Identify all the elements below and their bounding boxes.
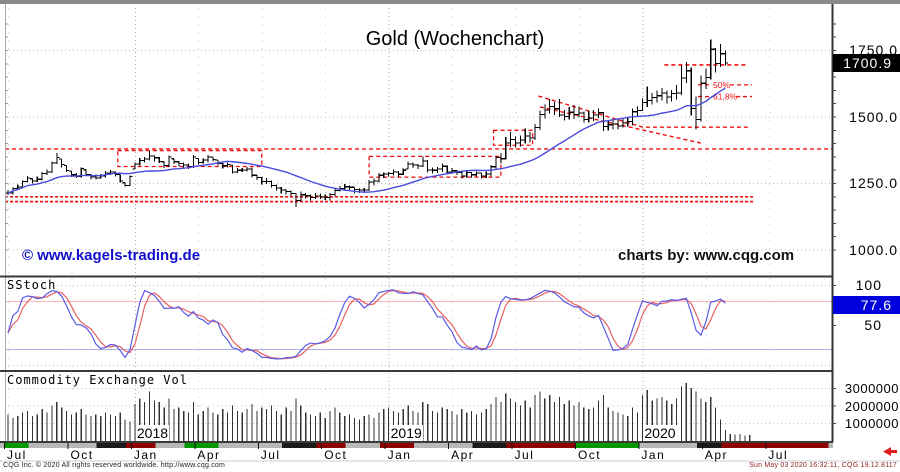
month-label: Jul xyxy=(260,448,281,462)
month-label: Jul xyxy=(514,448,535,462)
month-label: Oct xyxy=(324,448,348,462)
last-price-badge: 1700.9 xyxy=(833,53,900,72)
fib-label: 61,8% xyxy=(713,92,738,102)
watermark-link: © www.kagels-trading.de xyxy=(22,247,201,264)
window-top-bar xyxy=(0,0,900,4)
price-tick-label: 1000.0 xyxy=(849,241,898,258)
price-tick-label: 1500.0 xyxy=(849,108,898,125)
stoch-tick-label: 100 xyxy=(855,277,882,293)
scroll-left-arrow-icon[interactable] xyxy=(883,447,898,457)
volume-tick-label: 3000000 xyxy=(844,381,899,396)
price-tick-label: 1750.0 xyxy=(849,42,898,58)
stoch-tick-label: 50 xyxy=(864,317,882,333)
status-bar-timestamp: Sun May 03 2020 16:32:11, CQG 19.12.8117 xyxy=(749,462,897,469)
fib-label: 50% xyxy=(713,80,730,90)
month-label: Jan xyxy=(641,448,666,462)
month-label: Jul xyxy=(768,448,789,462)
last-stoch-badge: 77.6 xyxy=(833,295,900,314)
volume-panel-label: Commodity Exchange Vol xyxy=(7,373,188,387)
volume-tick-label: 1000000 xyxy=(844,416,899,431)
year-label: 2018 xyxy=(135,425,170,441)
price-tick-label: 1250.0 xyxy=(849,175,898,191)
month-label: Jan xyxy=(387,448,412,462)
month-label: Jul xyxy=(7,448,27,462)
year-label: 2020 xyxy=(643,425,677,441)
chart-title: Gold (Wochenchart) xyxy=(365,28,545,50)
stoch-panel-label: SStoch xyxy=(7,278,57,292)
year-label: 2019 xyxy=(389,425,423,441)
month-label: Jan xyxy=(133,448,158,462)
month-label: Apr xyxy=(197,448,221,462)
month-label: Apr xyxy=(704,448,729,462)
month-label: Oct xyxy=(577,448,602,462)
status-bar-copyright: CQG Inc. © 2020 All rights reserved worl… xyxy=(3,462,226,469)
volume-tick-label: 2000000 xyxy=(844,398,899,414)
month-label: Oct xyxy=(70,448,94,462)
chart-credit: charts by: www.cqg.com xyxy=(618,247,795,264)
month-label: Apr xyxy=(451,448,475,462)
